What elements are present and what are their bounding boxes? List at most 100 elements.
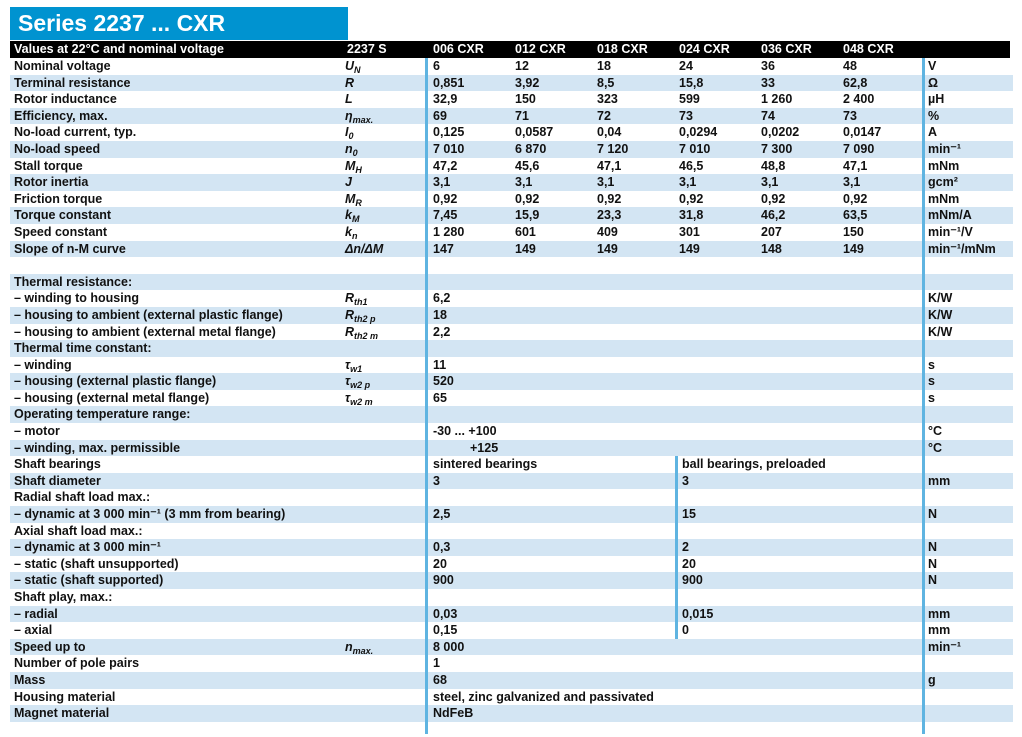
value-cell: steel, zinc galvanized and passivated (433, 689, 654, 704)
row-label: Rotor inductance (14, 92, 117, 107)
series-title-bar: Series 2237 ... CXR (10, 7, 348, 40)
symbol-segment: 0 (352, 147, 358, 158)
value-cell: 68 (433, 672, 447, 687)
value-cell: 63,5 (843, 208, 868, 223)
value-cell: 3 (682, 473, 689, 488)
row-label: Rotor inertia (14, 175, 89, 190)
symbol-segment: R (345, 291, 355, 306)
table-row: – winding to housing Rth1 6,2 K/W (10, 290, 1013, 307)
value-cell: 0,015 (682, 606, 714, 621)
value-cell: 15 (682, 507, 696, 522)
unit-cell: s (928, 357, 935, 372)
symbol-cell: Rth2 p (345, 307, 376, 325)
unit-cell: mNm (928, 158, 960, 173)
table-row: – axial 0,15 0 mm (10, 622, 1013, 639)
value-cell: 15,8 (679, 75, 704, 90)
unit-cell: K/W (928, 307, 953, 322)
value-cell: 23,3 (597, 208, 622, 223)
table-row: Speed constant kn 1 280 601 409 301 207 150 min⁻… (10, 224, 1013, 241)
symbol-segment: R (345, 307, 355, 322)
row-label: – housing to ambient (external metal fla… (14, 324, 276, 339)
symbol-cell: R (345, 75, 354, 92)
header-col-036cxr: 036 CXR (761, 42, 812, 56)
value-cell: 47,1 (597, 158, 622, 173)
row-label: – motor (14, 424, 60, 439)
symbol-segment: th1 (354, 297, 368, 308)
row-label: Thermal resistance: (14, 274, 133, 289)
value-cell: 149 (597, 241, 618, 256)
symbol-segment: τ (345, 374, 351, 389)
value-cell: 0,0202 (761, 125, 800, 140)
value-cell: 0,0294 (679, 125, 718, 140)
symbol-cell: MH (345, 158, 362, 176)
value-cell: 0,0587 (515, 125, 554, 140)
value-cell: 1 260 (761, 92, 793, 107)
value-cell: 2 (682, 540, 689, 555)
unit-cell: mm (928, 623, 951, 638)
symbol-segment: k (345, 208, 352, 223)
value-cell: NdFeB (433, 706, 474, 721)
unit-cell: mNm/A (928, 208, 972, 223)
value-cell: 65 (433, 390, 447, 405)
value-cell: 32,9 (433, 92, 458, 107)
symbol-cell: J (345, 174, 352, 191)
value-cell: 12 (515, 59, 529, 73)
row-label: Speed up to (14, 639, 86, 654)
symbol-segment: L (345, 92, 353, 107)
page-title: Series 2237 ... CXR (18, 10, 226, 36)
symbol-segment: n (345, 639, 353, 654)
symbol-segment: M (351, 214, 360, 225)
row-label: Stall torque (14, 158, 83, 173)
unit-cell: N (928, 507, 938, 522)
unit-cell: mm (928, 473, 951, 488)
symbol-cell: Rth2 m (345, 324, 378, 342)
section-header-row: Operating temperature range: (10, 406, 1013, 424)
unit-cell: µH (928, 92, 945, 107)
row-label: – winding (14, 357, 72, 372)
row-label: – axial (14, 623, 53, 638)
table-row: Torque constant kM 7,45 15,9 23,3 31,8 46,2 63,… (10, 207, 1013, 224)
value-cell: 71 (515, 108, 529, 123)
value-cell: 0,0147 (843, 125, 882, 140)
symbol-segment: max. (352, 645, 374, 656)
row-label: Shaft diameter (14, 473, 101, 488)
table-row: – housing to ambient (external metal fla… (10, 324, 1013, 341)
table-row: – dynamic at 3 000 min⁻¹ (3 mm from bear… (10, 506, 1013, 523)
unit-cell: A (928, 125, 938, 140)
unit-cell: min⁻¹ (928, 639, 961, 654)
row-label: – winding, max. permissible (14, 440, 181, 455)
table-row: Housing material steel, zinc galvanized a… (10, 689, 1013, 706)
value-cell: 2,2 (433, 324, 451, 339)
value-cell: 0,3 (433, 540, 451, 555)
value-cell: 33 (761, 75, 775, 90)
unit-cell: s (928, 390, 935, 405)
table-row: No-load speed n0 7 010 6 870 7 120 7 010 7 300… (10, 140, 1013, 158)
table-row: Rotor inertia J 3,1 3,1 3,1 3,1 3,1 3,1 gcm² (10, 174, 1013, 191)
symbol-segment: J (345, 175, 352, 190)
section-header-row: Radial shaft load max.: (10, 489, 1013, 506)
value-cell: 150 (515, 92, 536, 107)
row-label: Thermal time constant: (14, 341, 152, 356)
value-cell: 7 010 (433, 141, 465, 156)
header-col-006cxr: 006 CXR (433, 42, 484, 56)
value-cell: 7 090 (843, 141, 875, 156)
value-cell: 3,1 (761, 175, 779, 190)
column-divider-values (425, 58, 428, 734)
header-series-label: 2237 S (347, 42, 387, 56)
unit-cell: N (928, 556, 938, 571)
table-row: – winding τw1 11 s (10, 357, 1013, 374)
symbol-cell: τw2 m (345, 390, 373, 408)
unit-cell: mm (928, 606, 951, 621)
value-cell: 31,8 (679, 208, 704, 223)
value-cell: 73 (843, 108, 857, 123)
value-cell: 2,5 (433, 507, 451, 522)
symbol-cell: τw1 (345, 357, 362, 375)
column-divider-bearings (675, 456, 678, 639)
unit-cell: K/W (928, 324, 953, 339)
symbol-cell: MR (345, 191, 362, 209)
value-cell: 73 (679, 108, 693, 123)
table-row: Mass 68 g (10, 671, 1013, 689)
value-cell: 3,1 (515, 175, 533, 190)
symbol-segment: H (355, 164, 362, 175)
row-label: No-load current, typ. (14, 125, 137, 140)
